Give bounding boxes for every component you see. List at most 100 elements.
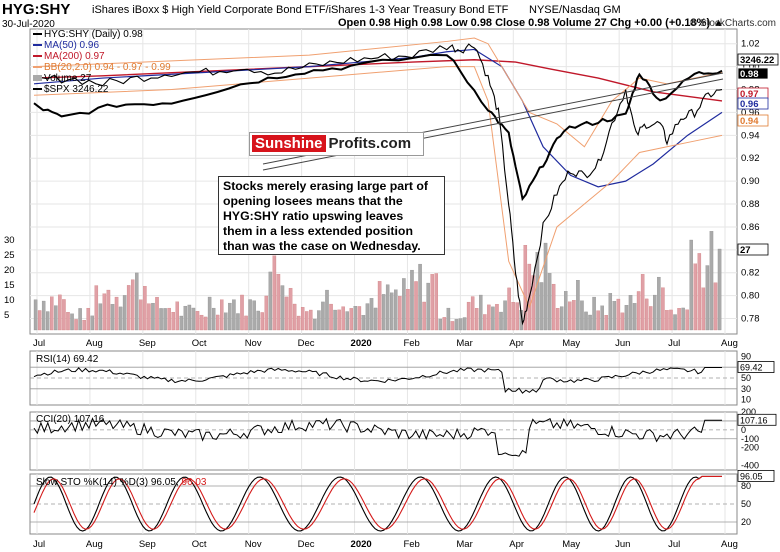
legend-main: HYG:SHY (Daily) 0.98 <box>33 29 171 40</box>
volume-bar <box>608 293 613 331</box>
volume-bar <box>207 296 212 331</box>
volume-bar <box>640 274 645 331</box>
volume-bar <box>661 287 665 331</box>
volume-bar <box>114 296 119 331</box>
volume-bar <box>653 294 657 331</box>
volume-bar <box>187 304 192 331</box>
sto-d-line <box>33 475 722 530</box>
x-tick-label: Feb <box>403 539 419 550</box>
volume-bar <box>422 301 426 331</box>
volume-bar <box>446 307 451 331</box>
cci-flag-label: 107.16 <box>740 415 768 425</box>
x-tick-label: Nov <box>245 338 262 349</box>
bb-lower <box>33 66 723 309</box>
volume-bar <box>151 302 155 331</box>
volume-bar <box>644 298 649 331</box>
volume-bar <box>580 300 584 331</box>
volume-bar <box>191 307 196 331</box>
volume-bar <box>438 318 443 331</box>
cci-line <box>33 417 722 457</box>
volume-bar <box>458 318 463 331</box>
x-tick-label: Apr <box>509 338 524 349</box>
volume-bar <box>341 306 345 331</box>
volume-bar <box>264 295 269 331</box>
volume-bar <box>78 308 82 331</box>
volume-bar <box>296 315 301 331</box>
cci-flag <box>737 413 777 426</box>
volume-bar <box>588 314 592 331</box>
volume-bar <box>596 310 600 331</box>
x-tick-label: Dec <box>298 338 315 349</box>
volume-bar <box>584 311 588 331</box>
volume-bar <box>292 303 297 331</box>
volume-bar <box>321 301 325 331</box>
volume-bar <box>442 317 447 331</box>
x-tick-label: Apr <box>509 539 524 550</box>
legend-volume: Volume 27 <box>33 73 171 84</box>
volume-bar <box>110 304 115 331</box>
volume-bar <box>41 300 46 331</box>
volume-bar <box>539 282 544 331</box>
volume-bar <box>317 310 321 331</box>
volume-bar <box>406 289 410 331</box>
x-tick-label: Sep <box>139 338 156 349</box>
volume-axis-label: 15 <box>4 280 15 291</box>
rsi-label: RSI(14) 69.42 <box>36 354 99 365</box>
bb-upper <box>33 37 723 148</box>
volume-bar <box>82 320 86 331</box>
volume-bar <box>252 300 256 331</box>
volume-bar <box>309 309 313 331</box>
volume-bar <box>479 294 483 331</box>
volume-bar <box>632 303 637 331</box>
cci-axis-label: 0 <box>741 425 746 435</box>
volume-bar <box>122 295 127 331</box>
brand-label: © StockCharts.com <box>689 18 776 29</box>
volume-bar <box>628 295 633 331</box>
volume-bar <box>147 303 151 331</box>
volume-bar <box>612 301 617 331</box>
spx-line <box>33 53 723 202</box>
volume-bar <box>357 306 362 331</box>
volume-bar <box>434 273 439 331</box>
volume-bar <box>211 307 216 331</box>
volume-bar <box>576 280 580 331</box>
rsi-axis-label: 50 <box>741 373 751 383</box>
volume-axis-label: 5 <box>4 310 9 321</box>
sto-axis-label: 50 <box>741 499 751 509</box>
x-tick-label: Mar <box>456 338 472 349</box>
volume-bar <box>466 301 471 331</box>
legend-ma200: MA(200) 0.97 <box>33 51 171 62</box>
volume-bar <box>474 308 479 331</box>
symbol-title: HYG:SHY <box>2 1 71 18</box>
price-flag-label: 0.94 <box>740 116 759 127</box>
volume-bar <box>329 303 333 331</box>
volume-bar <box>240 294 244 331</box>
x-tick-label: Jun <box>615 539 630 550</box>
volume-bar <box>118 306 123 331</box>
volume-bar <box>37 310 42 331</box>
volume-bar <box>195 311 200 331</box>
volume-bar <box>564 291 568 331</box>
rsi-flag-label: 69.42 <box>740 363 763 373</box>
sto-k-line <box>33 475 722 532</box>
volume-bar <box>693 263 698 331</box>
volume-bar <box>143 286 147 331</box>
volume-bar <box>657 276 661 331</box>
volume-bar <box>215 314 220 331</box>
hyg-shy-price-line <box>33 43 723 326</box>
rsi-axis-label: 30 <box>741 384 751 394</box>
volume-bar <box>70 313 74 331</box>
volume-bar <box>369 298 374 331</box>
volume-bar <box>535 252 540 331</box>
price-axis-label: 0.86 <box>741 222 760 233</box>
price-flag-label: 27 <box>740 245 751 256</box>
sunshine-profits-watermark: Sunshine Profits.com <box>249 132 424 156</box>
sto-axis-label: 20 <box>741 517 751 527</box>
volume-bar <box>94 285 99 331</box>
price-axis-label: 0.88 <box>741 199 760 210</box>
price-axis-label: 1.02 <box>741 39 760 50</box>
volume-bar <box>616 298 621 331</box>
volume-bar <box>300 307 305 331</box>
